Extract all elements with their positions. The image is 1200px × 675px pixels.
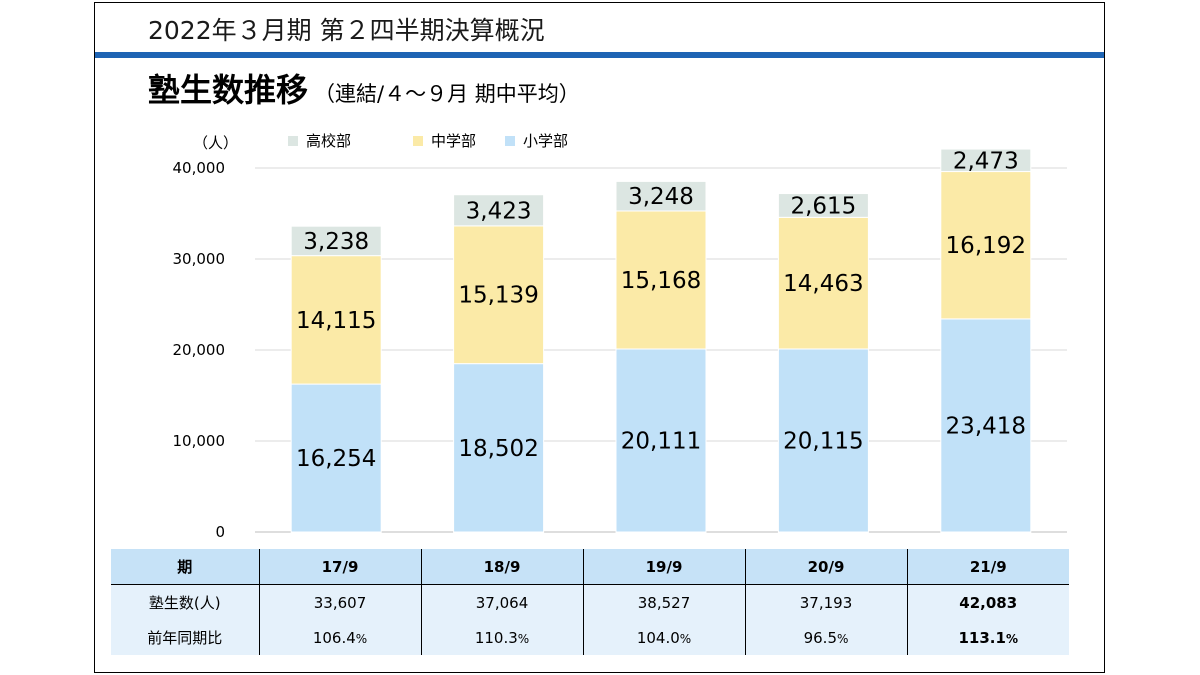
data-label: 3,238 (303, 229, 369, 255)
legend-swatch (413, 136, 423, 146)
table-cell: 37,064 (420, 584, 583, 620)
legend-label: 小学部 (523, 132, 568, 150)
data-label: 14,115 (296, 308, 376, 334)
header-rule (95, 52, 1104, 58)
table-row-label: 塾生数(人) (111, 584, 259, 620)
table-header-cell: 期 (111, 549, 259, 585)
page-subtitle: （連結/４～９月 期中平均） (314, 82, 580, 106)
bar-segment (777, 216, 869, 350)
y-tick-label: 0 (215, 523, 225, 541)
table-header-cell: 18/9 (420, 549, 583, 585)
bar-segment (777, 193, 869, 218)
ratio-value: 113.1 (958, 628, 1006, 647)
data-label: 14,463 (783, 271, 863, 297)
data-label: 2,473 (953, 148, 1019, 174)
ratio-value: 104.0 (636, 628, 680, 647)
summary-table: 期 17/9 18/9 19/9 20/9 21/9 塾生数(人) 33,607… (111, 549, 1069, 655)
data-label: 16,192 (946, 233, 1026, 259)
data-label: 23,418 (946, 413, 1026, 439)
bar-segment (615, 180, 707, 212)
table-header-cell: 20/9 (744, 549, 907, 585)
legend-swatch (288, 136, 298, 146)
ratio-value: 110.3 (474, 628, 518, 647)
bar-segment (290, 383, 382, 533)
y-tick-label: 20,000 (173, 341, 226, 359)
legend-swatch (505, 136, 515, 146)
data-label: 20,115 (783, 428, 863, 454)
table-cell: 96.5% (744, 620, 907, 655)
table-header-row: 期 17/9 18/9 19/9 20/9 21/9 (111, 549, 1069, 585)
bar-segment (615, 348, 707, 533)
bar-segment (453, 363, 545, 533)
percent-unit: % (1005, 631, 1018, 646)
percent-unit: % (679, 631, 692, 646)
ratio-value: 106.4 (312, 628, 356, 647)
bar-segment (290, 225, 382, 257)
data-label: 20,111 (621, 428, 701, 454)
axis-layer: 0 10,000 20,000 30,000 40,000 （人） (173, 134, 239, 541)
table-cell: 110.3% (420, 620, 583, 655)
legend-layer: 高校部 中学部 小学部 (288, 132, 568, 150)
table-header-cell: 21/9 (906, 549, 1069, 585)
y-unit-label: （人） (193, 134, 238, 152)
ratio-value: 96.5 (803, 628, 837, 647)
percent-unit: % (517, 631, 530, 646)
table-row: 前年同期比 106.4% 110.3% 104.0% 96.5% 113.1% (111, 620, 1069, 655)
bar-segment (940, 318, 1032, 533)
table-cell: 42,083 (906, 584, 1069, 620)
data-label: 18,502 (458, 436, 538, 462)
y-tick-label: 40,000 (173, 159, 226, 177)
data-label: 16,254 (296, 446, 376, 472)
bar-segment (940, 171, 1032, 320)
page-title: 塾生数推移 (148, 71, 309, 109)
data-label: 15,168 (621, 268, 701, 294)
table-header-cell: 17/9 (258, 549, 421, 585)
table-cell: 113.1% (906, 620, 1069, 655)
data-label: 3,423 (466, 198, 532, 224)
bar-segment (290, 255, 382, 385)
table-row: 塾生数(人) 33,607 37,064 38,527 37,193 42,08… (111, 584, 1069, 620)
bar-segment (615, 210, 707, 350)
y-tick-label: 10,000 (173, 432, 226, 450)
header-title: 2022年３月期 第２四半期決算概況 (148, 16, 545, 45)
stacked-bar-chart: 16,254 14,115 3,238 18,502 15,139 3,423 20,111… (173, 132, 1067, 541)
bar-segment (940, 148, 1032, 173)
bar-layer: 16,254 14,115 3,238 18,502 15,139 3,423 20,111… (290, 148, 1032, 533)
table-row-label: 前年同期比 (111, 620, 259, 655)
bar-segment (453, 194, 545, 227)
percent-unit: % (355, 631, 368, 646)
percent-unit: % (837, 631, 849, 646)
table-cell: 106.4% (258, 620, 421, 655)
legend-label: 中学部 (431, 132, 476, 150)
table-cell: 37,193 (744, 584, 907, 620)
table-cell: 104.0% (582, 620, 745, 655)
bar-segment (777, 348, 869, 533)
table-cell: 33,607 (258, 584, 421, 620)
y-tick-label: 30,000 (173, 250, 226, 268)
bar-segment (453, 225, 545, 365)
data-label: 3,248 (628, 184, 694, 210)
legend-label: 高校部 (306, 132, 351, 150)
data-label: 2,615 (790, 193, 856, 219)
data-label: 15,139 (458, 283, 538, 309)
slide: 2022年３月期 第２四半期決算概況 塾生数推移 （連結/４～９月 期中平均） 1… (94, 2, 1105, 673)
main-title-block: 塾生数推移 （連結/４～９月 期中平均） (148, 65, 580, 111)
table-cell: 38,527 (582, 584, 745, 620)
table-header-cell: 19/9 (582, 549, 745, 585)
